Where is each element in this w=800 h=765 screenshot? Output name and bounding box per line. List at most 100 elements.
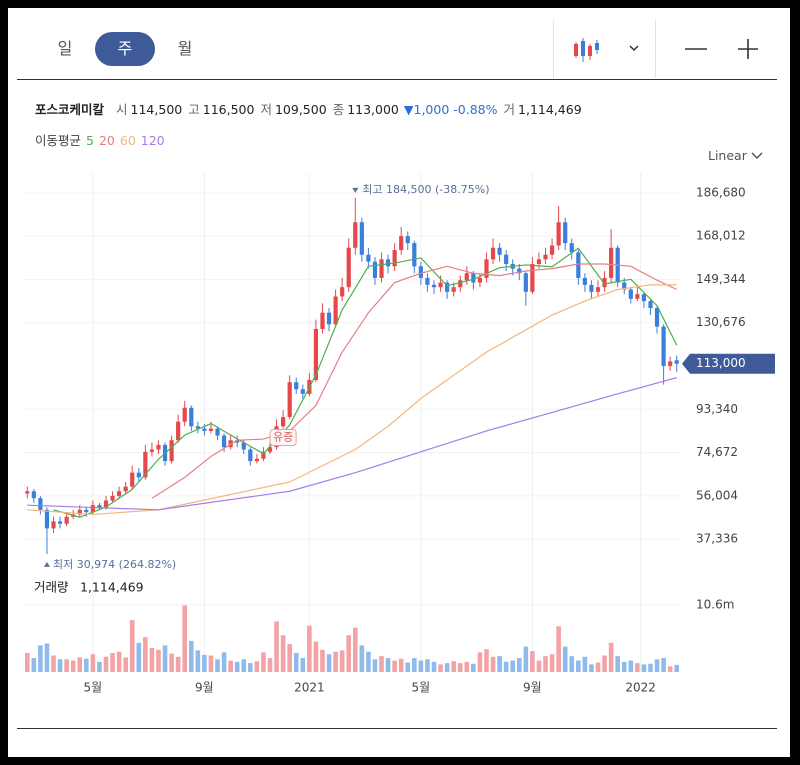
candle-body [445,282,450,292]
candle-body [477,277,483,283]
volume-bar [162,645,168,672]
volume-bar [248,663,253,672]
volume-bar [77,657,83,672]
volume-bar [195,650,201,672]
zoom-buttons[interactable] [680,32,780,66]
change-pct: -0.88% [453,102,498,117]
candle-body [661,326,666,367]
candle-body [117,491,122,496]
volume-bar [293,652,299,672]
volume-bar [615,656,620,672]
volume-bar [116,651,122,672]
field-label: 시 [116,102,128,117]
field-value: 114,500 [130,102,183,117]
candle-body [353,222,358,248]
candle-body [241,442,246,450]
volume-bar [589,664,594,672]
scale-toggle[interactable]: Linear [708,148,763,163]
candle-body [202,428,207,431]
event-box [269,429,297,447]
field-label: 저 [260,102,272,117]
volume-bar [307,625,312,672]
candle-body [261,451,266,459]
candle-body [77,509,82,515]
volume-bar [582,656,588,672]
tab[interactable]: 월 [177,39,193,58]
volume-bar [635,663,640,672]
candle-body [622,282,627,290]
candle-body [195,426,200,429]
legend-entry: 60 [119,133,136,148]
candle-body [333,296,338,325]
tab[interactable]: 일 [57,39,73,58]
volume-bar [188,640,194,672]
candle-body [38,498,43,510]
y-tick-label: 186,680 [696,185,746,199]
candle-body [51,521,56,529]
candle-body [458,280,463,288]
price-tag [682,353,775,374]
candle-body [103,500,109,508]
candle-body [346,247,351,288]
quote-info: 포스코케미칼 시 114,500 고 116,500 저 109,500 종 113,000 ▼1… [35,99,582,118]
candle-body [497,247,502,255]
chart-type-button[interactable] [568,32,648,66]
volume-bar [569,656,575,672]
candle-body [412,243,417,267]
candle-body [130,472,135,487]
field-label: 고 [188,102,200,117]
volume-bar [123,657,128,672]
volume-bar [536,660,542,672]
candle-body [359,222,364,255]
volume-bar [497,656,502,672]
volume-bar [503,661,509,672]
volume-bar [398,658,404,672]
candle-body [300,389,305,394]
tab[interactable]: 주 [95,32,155,66]
volume-bar [530,651,535,672]
field-value: 116,500 [202,102,255,117]
volume-bar [608,642,614,672]
candle-body [176,421,181,441]
volume-bar [129,620,135,672]
volume-bar [602,655,607,672]
candle-body [536,259,542,264]
candle-body [281,417,286,427]
scale-label[interactable]: Linear [708,148,747,163]
y-tick-label: 93,340 [696,402,738,416]
volume-bar [405,662,411,672]
volume-bar [490,656,496,672]
x-tick-label: 5월 [412,681,431,695]
volume-bar [457,663,463,672]
volume-value: 1,114,469 [80,580,144,595]
volume-bar [385,658,391,672]
volume-bar [31,658,37,672]
volume-bar [64,659,69,672]
volume-bar [444,663,450,672]
volume-bar [234,661,240,672]
ma-line [27,377,677,511]
candle-body [90,505,95,513]
candle-body [504,254,509,264]
separator [655,20,656,78]
volume-bar [425,659,430,672]
volume-bar [313,641,319,672]
volume-bar [543,656,548,672]
ma-legend: 이동평균 5 20 60 120 [35,130,170,149]
volume-title: 거래량 [34,580,69,595]
candle-body [254,458,259,462]
legend-entry: 5 [86,133,94,148]
candle-body [490,247,496,260]
volume-bar [451,661,456,672]
candle-body [668,361,673,367]
candle-body [654,308,660,327]
volume-bar [103,656,109,672]
candle-body [136,472,141,478]
volume-bar [287,644,292,672]
candle-body [156,444,161,450]
candle-body [464,273,469,281]
volume-bar [57,659,63,672]
candle-body [582,277,587,285]
candle-body [523,273,528,292]
